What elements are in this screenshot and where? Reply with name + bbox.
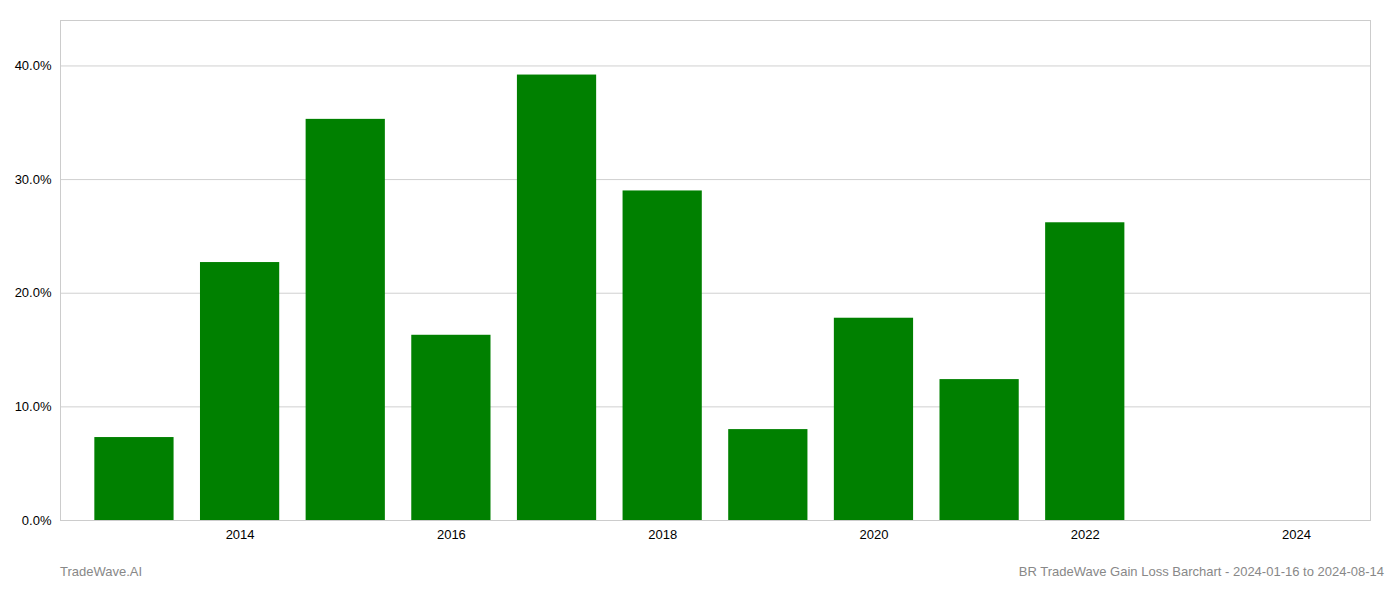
svg-text:2024: 2024 xyxy=(1282,527,1311,542)
svg-text:2016: 2016 xyxy=(437,527,466,542)
svg-text:2022: 2022 xyxy=(1071,527,1100,542)
svg-text:20.0%: 20.0% xyxy=(15,285,52,300)
svg-text:2018: 2018 xyxy=(648,527,677,542)
svg-text:30.0%: 30.0% xyxy=(15,172,52,187)
svg-text:0.0%: 0.0% xyxy=(22,513,52,528)
svg-text:10.0%: 10.0% xyxy=(15,399,52,414)
svg-text:40.0%: 40.0% xyxy=(15,58,52,73)
html-text:TradeWave.AI: TradeWave.AI xyxy=(60,564,143,579)
html-text:BR TradeWave Gain Loss Barchar: BR TradeWave Gain Loss Barchart - 2024-0… xyxy=(1018,564,1384,579)
svg-text:2014: 2014 xyxy=(226,527,255,542)
svg-text:2020: 2020 xyxy=(860,527,889,542)
